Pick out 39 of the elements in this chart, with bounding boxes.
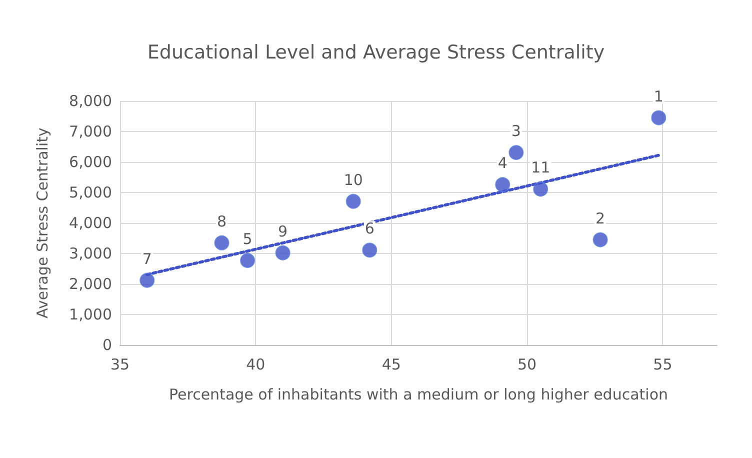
annotation: 10 — [344, 170, 363, 189]
y-tick-label: 1,000 — [69, 306, 112, 324]
annotation: 3 — [511, 122, 521, 140]
point — [592, 232, 608, 248]
annotation: 5 — [242, 230, 252, 248]
point — [362, 242, 378, 258]
annotation: 7 — [142, 250, 152, 268]
y-tick-label: 3,000 — [69, 244, 112, 262]
annotation: 11 — [531, 158, 550, 177]
x-axis-title: Percentage of inhabitants with a medium or long higher education — [169, 386, 668, 404]
annotation: 2 — [596, 209, 606, 228]
x-tick-label: 50 — [518, 356, 537, 374]
point — [214, 235, 230, 250]
annotation: 9 — [278, 222, 288, 240]
x-tick-label: 35 — [110, 356, 130, 374]
annotation: 4 — [498, 154, 508, 172]
y-tick-label: 2,000 — [69, 275, 112, 293]
y-tick-label: 4,000 — [69, 214, 112, 232]
y-tick-label: 7,000 — [69, 122, 112, 140]
point — [140, 272, 155, 288]
point — [508, 145, 524, 160]
point — [651, 110, 666, 126]
y-tick-label: 0 — [102, 336, 112, 354]
point — [495, 177, 510, 192]
y-tick-label: 8,000 — [69, 92, 112, 110]
annotation: 1 — [654, 87, 664, 106]
annotation: 8 — [216, 212, 227, 230]
annotation: 6 — [364, 220, 374, 238]
x-tick-label: 55 — [653, 356, 672, 374]
y-axis-title: Average Stress Centrality — [34, 127, 52, 318]
y-tick-label: 5,000 — [69, 184, 112, 202]
point — [240, 253, 256, 268]
point — [533, 182, 548, 197]
point — [275, 245, 290, 260]
x-tick-label: 40 — [246, 356, 266, 374]
x-tick-label: 45 — [382, 356, 401, 374]
point — [346, 194, 361, 209]
y-tick-label: 6,000 — [69, 153, 112, 171]
chart-title: Educational Level and Average Stress Centrality — [147, 42, 605, 64]
